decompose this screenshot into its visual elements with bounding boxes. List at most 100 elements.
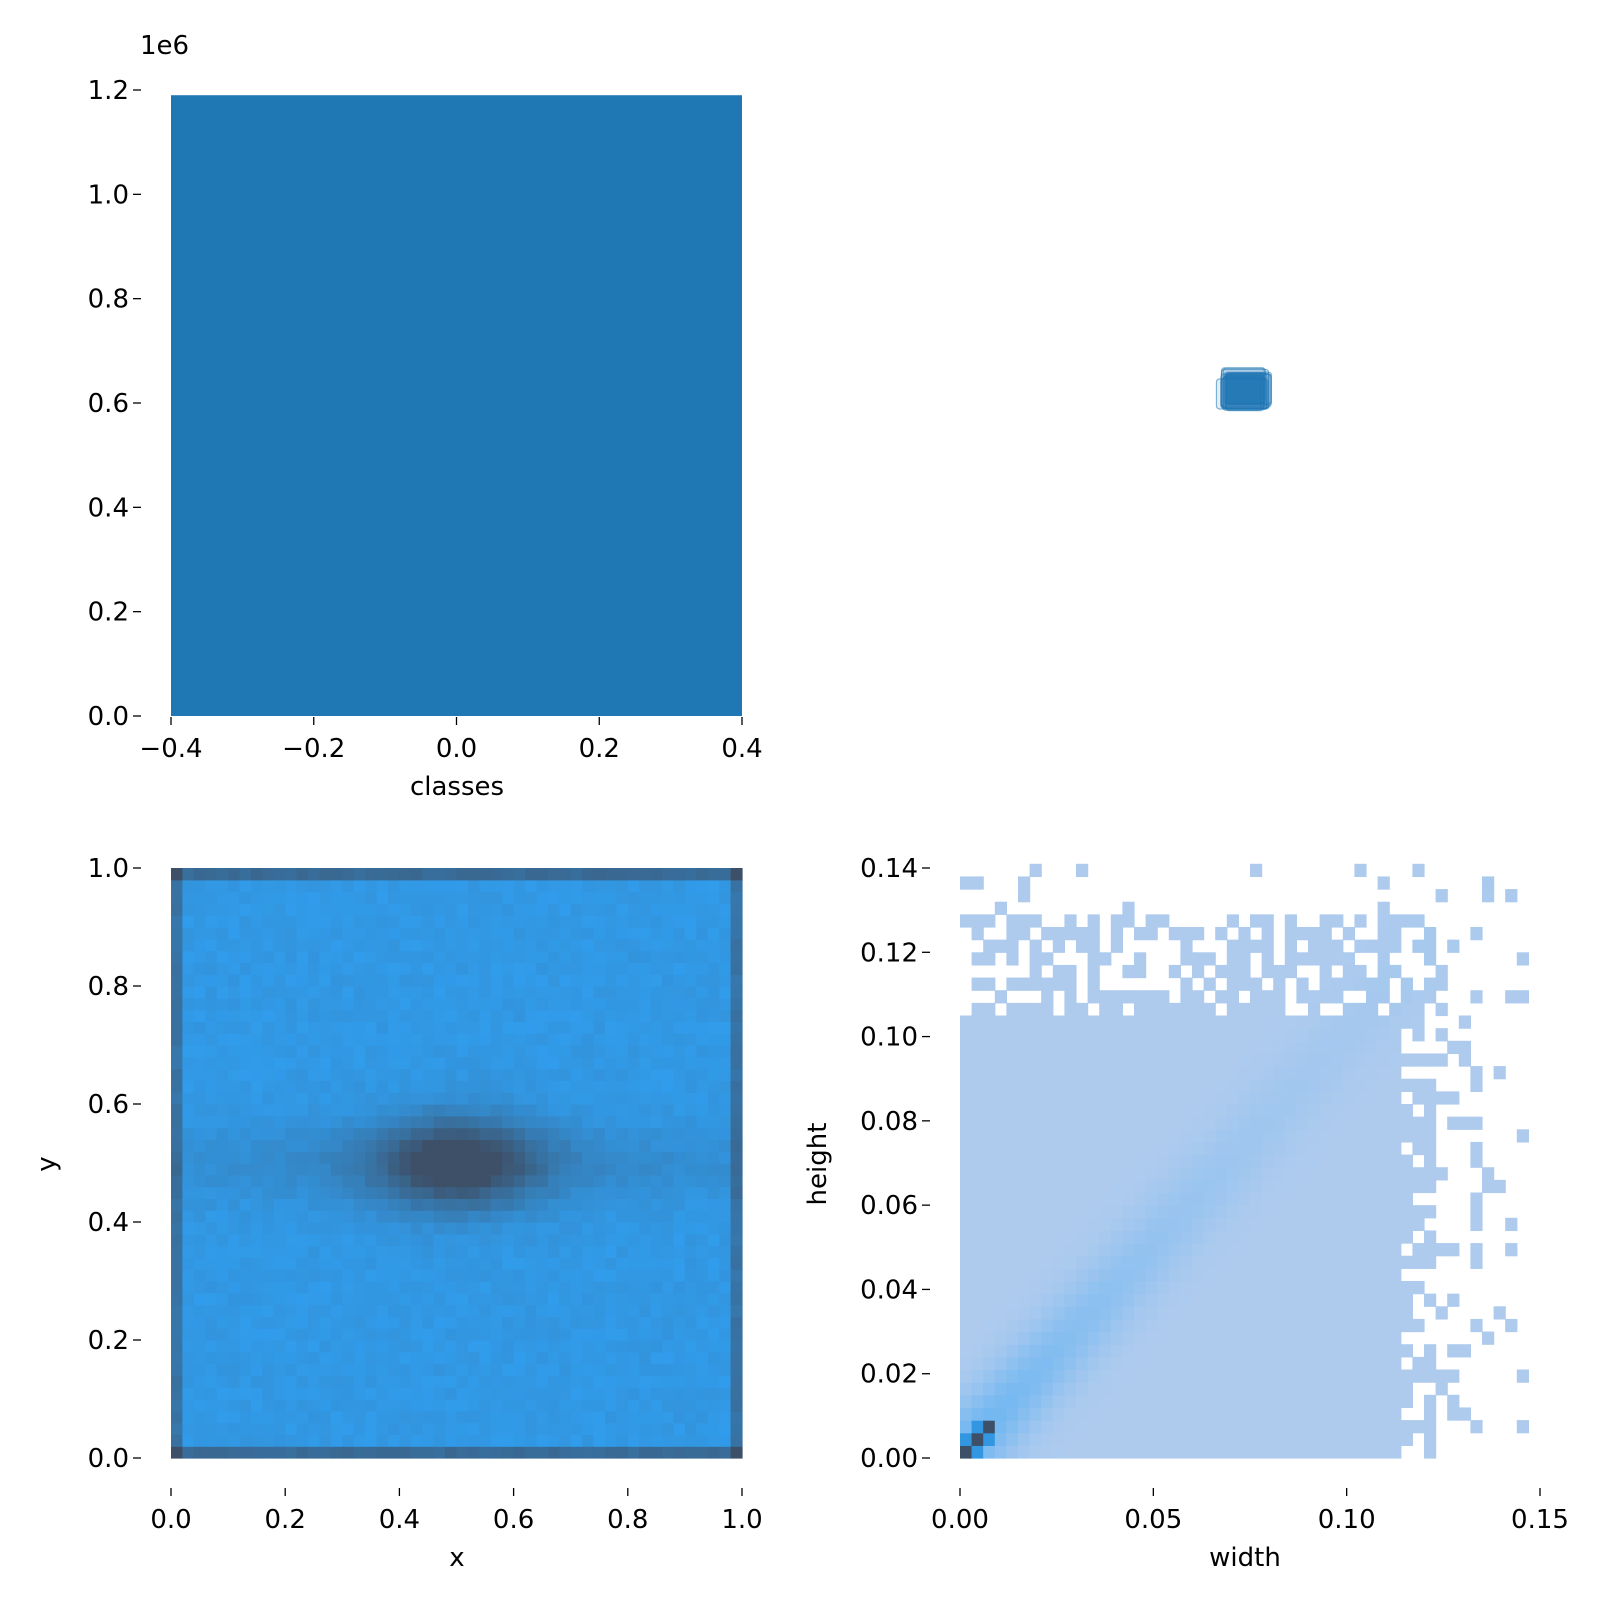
wh-heat-cell [1331, 1318, 1344, 1333]
wh-heat-cell [1052, 1053, 1065, 1067]
wh-heat-cell [1041, 1141, 1054, 1156]
wh-heat-cell [1331, 1053, 1344, 1067]
xy-heat-cell [410, 891, 423, 904]
xy-heat-cell [193, 1092, 206, 1105]
width-height-density-panel: 0.000.020.040.060.080.100.120.14 0.00 0.0… [803, 854, 1569, 1573]
xy-heat-cell [193, 915, 206, 928]
xy-heat-cell [707, 1198, 720, 1211]
wh-heat-cell [1052, 1268, 1065, 1282]
wh-heat-cell [1366, 1091, 1379, 1105]
xy-heat-cell [559, 1340, 572, 1353]
xy-heat-cell [719, 915, 732, 928]
xy-heat-cell [308, 1068, 321, 1081]
xy-heat-cell [433, 1115, 446, 1129]
wh-heat-cell [1412, 1028, 1425, 1042]
xy-heat-cell [342, 1233, 355, 1247]
xy-heat-cell [547, 1446, 560, 1459]
xy-heat-cell [216, 1281, 229, 1294]
xy-heat-cell [536, 1033, 549, 1046]
wh-heat-cell [1342, 1369, 1355, 1383]
wh-heat-cell [1284, 1129, 1297, 1143]
wh-heat-cell [1145, 1356, 1158, 1371]
xy-heat-cell [604, 1139, 617, 1152]
xy-heat-cell [216, 1222, 229, 1235]
xy-heat-cell [239, 1434, 252, 1447]
wh-heat-cell [1331, 1331, 1344, 1345]
xy-heat-cell [308, 1328, 321, 1341]
xy-heat-cell [525, 1198, 538, 1211]
wh-heat-cell [1134, 1281, 1147, 1295]
xy-heat-cell [193, 1434, 206, 1447]
wh-heat-cell [1435, 1369, 1448, 1383]
wh-heat-cell [1238, 927, 1251, 941]
xy-heat-cell [445, 1104, 458, 1117]
xy-heat-cell [456, 1399, 469, 1412]
wh-heat-cell [1273, 990, 1286, 1004]
wh-heat-cell [1284, 1040, 1297, 1055]
wh-heat-cell [1284, 927, 1297, 941]
xy-heat-cell [308, 1363, 321, 1376]
xy-heat-cell [330, 927, 343, 940]
wh-heat-cell [1145, 914, 1158, 928]
wh-heat-cell [1319, 1382, 1332, 1396]
wh-heat-cell [994, 1243, 1007, 1257]
xy-heat-cell [696, 915, 709, 928]
xy-heat-cell [525, 1257, 538, 1270]
wh-heat-cell [1400, 1344, 1413, 1358]
wh-heat-cell [994, 1141, 1007, 1156]
wh-heat-cell [1226, 1091, 1239, 1105]
xy-heat-cell [422, 1045, 435, 1058]
xy-heat-cell [719, 1033, 732, 1046]
xy-heat-cell [216, 950, 229, 963]
wh-heat-cell [1122, 1066, 1135, 1080]
xy-heat-cell [285, 1210, 298, 1223]
xy-heat-cell [490, 1115, 503, 1129]
wh-heat-cell [1064, 1445, 1077, 1459]
xy-heat-cell [536, 915, 549, 928]
wh-heat-cell [1168, 1281, 1181, 1295]
wh-heat-cell [1238, 1420, 1251, 1434]
wh-heat-cell [1424, 1356, 1437, 1371]
xy-heat-cell [228, 1104, 241, 1117]
wh-heat-cell [1400, 1205, 1413, 1219]
xy-heat-cell [228, 962, 241, 975]
wh-heat-cell [1192, 1293, 1205, 1307]
wh-heat-cell [1029, 1015, 1042, 1029]
wh-heat-cell [1354, 1306, 1367, 1320]
xy-heat-cell [285, 1316, 298, 1329]
xy-heat-cell [387, 1269, 400, 1282]
xy-heat-cell [730, 938, 743, 952]
xy-heat-cell [479, 938, 492, 952]
wh-heat-cell [1273, 1104, 1286, 1118]
xy-heat-cell [536, 1375, 549, 1388]
wh-heat-cell [1435, 1053, 1448, 1067]
xy-heat-cell [604, 927, 617, 940]
xy-heat-cell [330, 1139, 343, 1152]
wh-heat-cell [1331, 1205, 1344, 1219]
xy-heat-cell [582, 1375, 595, 1388]
xy-heat-cell [582, 962, 595, 975]
xy-heat-cell [467, 1233, 480, 1247]
xy-heat-cell [250, 1281, 263, 1294]
wh-heat-cell [960, 1382, 973, 1396]
wh-heat-cell [1192, 1002, 1205, 1017]
wh-heat-cell [1087, 1445, 1100, 1459]
xy-heat-cell [604, 891, 617, 904]
xy-heat-cell [650, 1210, 663, 1223]
xy-heat-cell [456, 938, 469, 952]
xy-heat-cell [387, 1257, 400, 1270]
xy-heat-cell [525, 986, 538, 999]
wh-heat-cell [1099, 1217, 1112, 1232]
wh-heat-cell [1470, 1078, 1483, 1092]
xy-heat-cell [707, 986, 720, 999]
wh-heat-cell [1296, 990, 1309, 1004]
xy-heat-cell [639, 1257, 652, 1270]
wh-heat-cell [1250, 1167, 1263, 1181]
xy-heat-cell [639, 1375, 652, 1388]
wh-heat-cell [1354, 1369, 1367, 1383]
xy-heat-cell [536, 1351, 549, 1365]
xy-heat-cell [662, 1375, 675, 1388]
xy-heat-cell [707, 1328, 720, 1341]
wh-heat-cell [1157, 1268, 1170, 1282]
xy-heat-cell [330, 1104, 343, 1117]
